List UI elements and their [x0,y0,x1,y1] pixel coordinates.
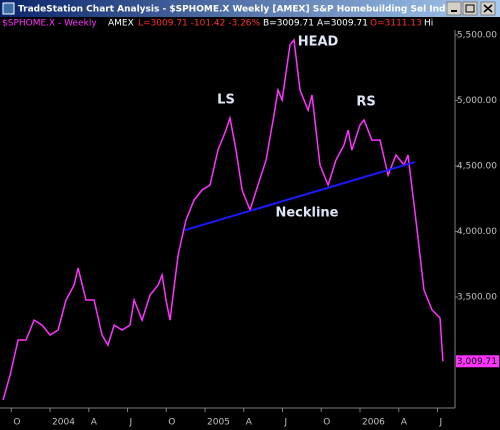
x-tick-label: O [168,418,175,428]
window-buttons [446,1,496,16]
ask-label: A=3009.71 [317,19,368,29]
x-tick-label: J [438,418,442,428]
y-tick-label: 4,000.00 [457,227,497,237]
minimize-button[interactable] [446,1,462,16]
x-tick-label: A [91,418,98,428]
open-label: O=3111.13 [370,19,422,29]
x-tick-label: J [129,418,133,428]
last-price-box [456,355,499,368]
y-tick-label: 5,500.00 [457,30,497,40]
x-tick-label: 2005 [207,418,230,428]
bid-label: B=3009.71 [263,19,314,29]
exchange-label: AMEX [108,19,134,29]
price-line [2,38,444,401]
x-tick-label: J [284,418,288,428]
window-title: TradeStation Chart Analysis - $SPHOME.X … [18,5,472,15]
x-tick-label: O [323,418,330,428]
y-tick-label: 5,000.00 [457,96,497,106]
pattern-label: RS [356,95,375,110]
close-glyph [483,4,493,13]
symbol-label: $SPHOME.X - Weekly [2,19,97,29]
x-tick-label: A [401,418,408,428]
app-icon [2,2,15,15]
last-label: L=3009.71 -101.42 -3.26% [138,19,261,29]
maximize-glyph [465,4,475,13]
neckline [184,161,416,232]
title-bar [0,0,500,17]
x-tick-label: A [246,418,253,428]
pattern-label: HEAD [298,35,339,50]
x-tick-label: O [13,418,20,428]
y-tick-label: 3,500.00 [457,293,497,303]
pattern-label: LS [217,93,235,108]
neckline-label: Neckline [275,206,338,221]
maximize-button[interactable] [462,1,478,16]
high-label: Hi [424,19,433,29]
x-tick-label: 2006 [362,418,385,428]
x-tick-label: 2004 [52,418,75,428]
y-tick-label: 4,500.00 [457,162,497,172]
last-price-label: 3,009.71 [457,357,497,367]
